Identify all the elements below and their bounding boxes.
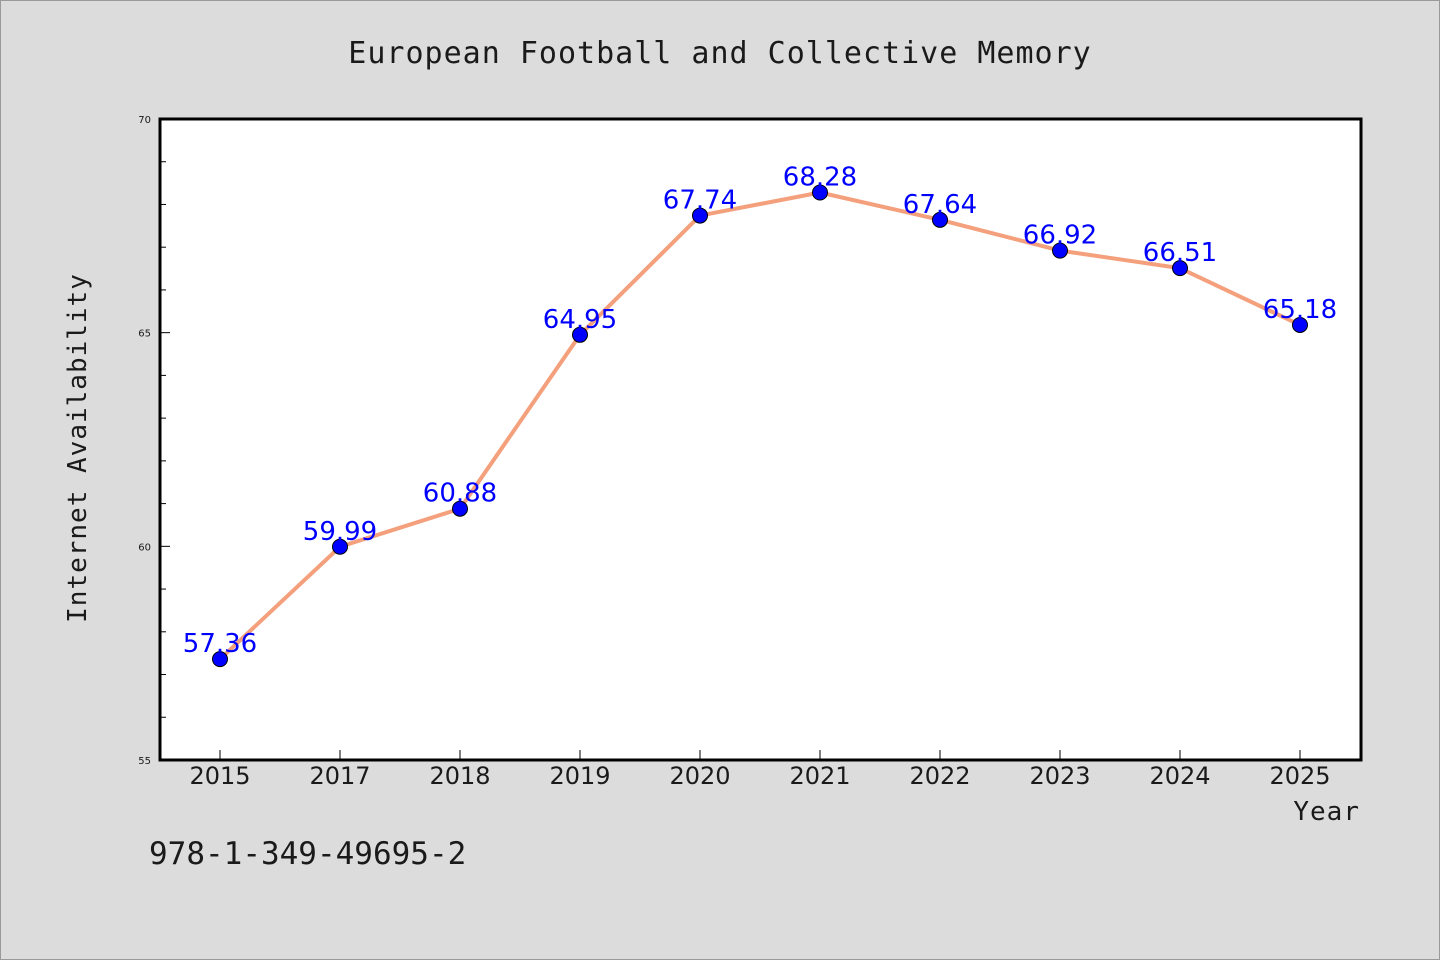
data-label: 64.95 (543, 305, 617, 335)
series-layer: 57.36 59.99 60.88 64.95 67.74 68.28 67.64 66.92… (183, 163, 1337, 668)
x-tick-label: 2019 (549, 762, 610, 790)
isbn-annotation: 978-1-349-49695-2 (149, 836, 466, 872)
x-axis-ticks: 2015 2017 2018 2019 2020 2021 2022 2023 2024 2025 (189, 750, 1331, 790)
data-point (1292, 316, 1308, 333)
x-tick-label: 2018 (429, 762, 490, 790)
y-tick-label: 70 (138, 115, 151, 126)
x-tick-label: 2024 (1149, 762, 1210, 790)
data-point (212, 651, 228, 668)
data-label: 67.64 (903, 190, 977, 220)
data-label: 66.92 (1023, 221, 1097, 251)
x-tick-label: 2020 (669, 762, 730, 790)
data-point (1172, 260, 1188, 277)
data-label: 59.99 (303, 517, 377, 547)
y-tick-label: 60 (138, 542, 151, 553)
data-label: 68.28 (783, 163, 857, 193)
data-point (692, 207, 708, 224)
y-tick-label: 55 (138, 756, 151, 767)
data-point (1052, 242, 1068, 259)
x-tick-label: 2023 (1029, 762, 1090, 790)
data-point (932, 211, 948, 228)
data-label: 65.18 (1263, 295, 1337, 325)
y-tick-label: 65 (138, 329, 151, 340)
x-tick-label: 2022 (909, 762, 970, 790)
data-point (452, 500, 468, 517)
x-tick-label: 2015 (189, 762, 250, 790)
data-point (332, 538, 348, 555)
data-label: 67.74 (663, 186, 737, 216)
x-tick-label: 2017 (309, 762, 370, 790)
series-line (218, 190, 1302, 662)
y-axis-label: Internet Availability (63, 273, 93, 623)
data-label: 60.88 (423, 479, 497, 509)
data-point (572, 326, 588, 343)
chart-title: European Football and Collective Memory (348, 36, 1091, 71)
x-axis-label: Year (1293, 797, 1360, 827)
data-label: 66.51 (1143, 238, 1217, 268)
data-label: 57.36 (183, 629, 257, 659)
data-point (812, 184, 828, 201)
y-axis-ticks: 55 60 65 70 (138, 115, 170, 767)
plot-area (158, 117, 1363, 762)
x-tick-label: 2025 (1269, 762, 1330, 790)
x-tick-label: 2021 (789, 762, 850, 790)
